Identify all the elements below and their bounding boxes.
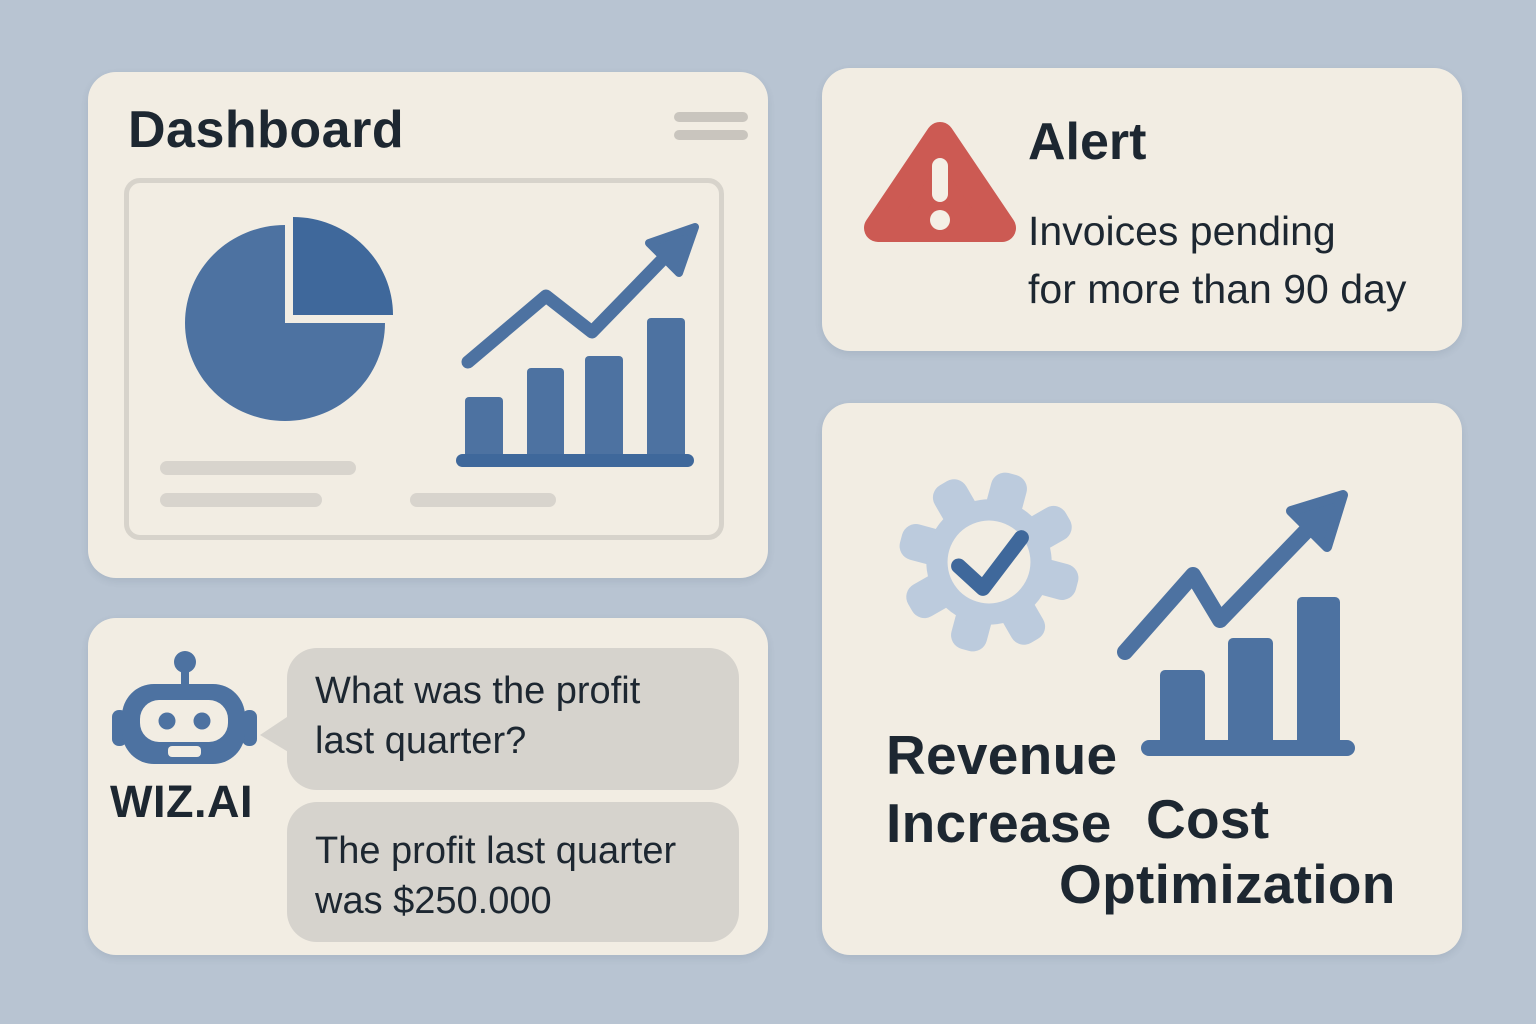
bot-name-label: WIZ.AI — [110, 776, 253, 827]
revenue-label-line: Revenue — [886, 724, 1118, 786]
question-bubble: What was the profit last quarter? — [287, 648, 739, 790]
dashboard-preview-panel — [124, 178, 724, 540]
pie-chart-icon — [185, 217, 393, 421]
hamburger-bar — [674, 130, 748, 140]
placeholder-line — [160, 493, 322, 507]
insight-card: Revenue Increase Cost Optimization — [822, 403, 1462, 955]
robot-icon — [112, 651, 257, 764]
hamburger-bar — [674, 112, 748, 122]
hamburger-menu-icon[interactable] — [674, 112, 748, 140]
revenue-label-line: Increase — [886, 792, 1112, 854]
warning-triangle-icon — [864, 122, 1016, 242]
growth-chart-arrow-icon — [1117, 490, 1355, 756]
revenue-increase-label: Revenue Increase — [886, 721, 1117, 857]
question-text-line: What was the profit — [315, 670, 641, 712]
chat-card: WIZ.AI What was the profit last quarter?… — [88, 618, 768, 955]
alert-message-line: Invoices pending — [1028, 208, 1336, 254]
dashboard-title: Dashboard — [128, 101, 405, 159]
alert-message-line: for more than 90 day — [1028, 266, 1407, 312]
cost-optimization-label-line2: Optimization — [1059, 853, 1396, 915]
alert-message: Invoices pending for more than 90 day — [1028, 202, 1448, 318]
answer-text-line: The profit last quarter — [315, 830, 677, 872]
question-text-line: last quarter? — [315, 720, 527, 762]
alert-card: Alert Invoices pending for more than 90 … — [822, 68, 1462, 351]
cost-optimization-label-line1: Cost — [1146, 788, 1270, 850]
answer-bubble: The profit last quarter was $250.000 — [287, 802, 739, 942]
bar-chart-trend-arrow-icon — [456, 223, 699, 467]
alert-title: Alert — [1028, 113, 1147, 171]
gear-checkmark-icon — [899, 472, 1079, 652]
placeholder-line — [160, 461, 356, 475]
dashboard-card: Dashboard — [88, 72, 768, 578]
answer-text-line: was $250.000 — [315, 880, 552, 922]
chat-bubble-tail — [260, 715, 290, 753]
placeholder-line — [410, 493, 556, 507]
